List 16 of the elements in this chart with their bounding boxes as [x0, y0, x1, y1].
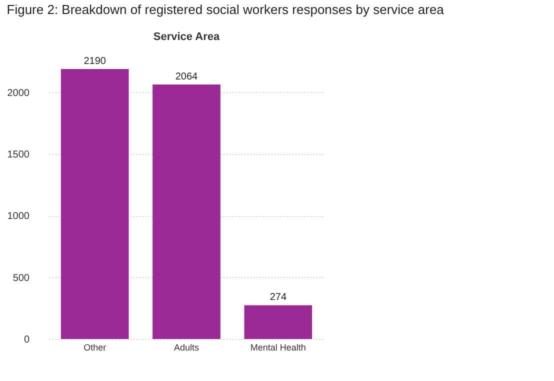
bar: [244, 305, 312, 339]
y-tick-label: 0: [24, 334, 30, 346]
chart-subtitle: Service Area: [153, 31, 220, 43]
y-tick-label: 500: [12, 272, 30, 284]
y-tick-label: 1500: [7, 150, 30, 161]
y-tick-label: 1000: [7, 211, 30, 222]
bar: [152, 84, 220, 339]
data-label: 2064: [175, 72, 198, 83]
x-tick-label: Other: [84, 342, 106, 352]
chart-title: Figure 2: Breakdown of registered social workers responses by service area: [6, 2, 445, 17]
data-label: 274: [270, 292, 287, 304]
x-tick-label: Adults: [174, 342, 200, 352]
data-label: 2190: [84, 56, 106, 67]
x-tick-label: Mental Health: [250, 342, 306, 352]
y-tick-label: 2000: [7, 88, 30, 99]
bar: [60, 69, 129, 339]
